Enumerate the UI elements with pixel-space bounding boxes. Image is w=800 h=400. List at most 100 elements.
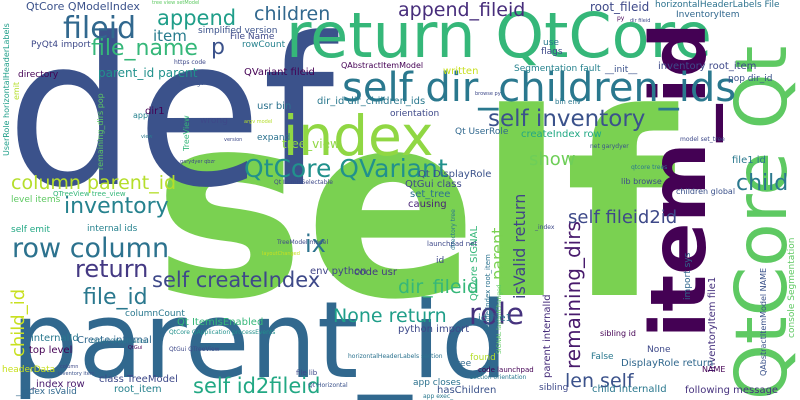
word-written: written bbox=[443, 66, 479, 77]
word-qtgui-class: QtGui class bbox=[405, 179, 462, 190]
word-index-row: _index row bbox=[31, 379, 85, 390]
word-inventory-item: inventory item bbox=[58, 371, 95, 377]
word-self-inventory: self inventory bbox=[488, 106, 646, 132]
word-browse-py: browse py bbox=[475, 91, 501, 97]
word-haschildren: hasChildren bbox=[437, 385, 497, 396]
word-self: self bbox=[153, 59, 677, 356]
word-wrong: wrong bbox=[200, 116, 228, 126]
word-root-fileid: root_fileid bbox=[590, 0, 650, 14]
word-use: use bbox=[543, 38, 559, 48]
word-userrole-horizontalheaderlabels: UserRole horizontalHeaderLabels bbox=[2, 23, 11, 156]
word-role: role bbox=[469, 297, 524, 331]
word-code-usr: code usr bbox=[354, 267, 397, 278]
word-treeview: TreeView bbox=[182, 115, 191, 151]
word-dir-id-dir-children-ids: dir_id dir_children_ids bbox=[317, 96, 426, 107]
word-following-message: following message bbox=[685, 385, 779, 396]
word-len-self: len self bbox=[565, 370, 634, 392]
word-self-emit: self emit bbox=[11, 225, 51, 235]
word-id: id bbox=[436, 256, 445, 266]
word-row-column: row column bbox=[12, 233, 170, 264]
word-code-launchpad: code launchpad bbox=[478, 366, 534, 374]
word-parent-id: parent_id bbox=[11, 279, 509, 400]
word-orientation: orientation bbox=[390, 109, 440, 119]
word-qt-itemisselectable: Qt ItemIsSelectable bbox=[274, 179, 333, 186]
word-directory-tree: directory tree bbox=[450, 209, 457, 250]
word-parent-internalid: parent internalId bbox=[542, 294, 553, 378]
word-parent: parent bbox=[488, 227, 507, 280]
word-remaining-dirs-pop: remaining_dirs pop bbox=[96, 93, 105, 170]
word-segmentation-fault: Segmentation fault bbox=[514, 64, 601, 74]
word-net-garydyer: net garydyer bbox=[590, 143, 629, 150]
word-none: None bbox=[647, 345, 671, 355]
word-python-import: python import bbox=[398, 324, 470, 335]
word-found: found bbox=[470, 353, 496, 363]
word-child-internalid: child internalId bbox=[592, 384, 667, 395]
word-append-fileid: append_fileid bbox=[398, 0, 526, 21]
word-emit: emit bbox=[12, 81, 21, 100]
word-index: index bbox=[283, 104, 434, 168]
word-qtcore-qvariant: QtCore QVariant bbox=[244, 154, 448, 183]
word-column-parent-id: column parent_id bbox=[11, 172, 177, 194]
word-sys-argv: sys argv bbox=[179, 80, 205, 87]
word-qvariant-fileid: QVariant fileid bbox=[244, 67, 315, 78]
word-root-item: root_item bbox=[114, 384, 162, 395]
word-console-segmentation: console Segmentation bbox=[787, 237, 797, 338]
word-displayrole-return: DisplayRole return bbox=[621, 358, 714, 369]
word-append: append bbox=[157, 6, 237, 30]
word-qtgui-qapplication: QtGui QApplication bbox=[91, 338, 149, 345]
word-parent-id-parent: parent_id parent bbox=[98, 66, 198, 80]
word-flags: flags bbox=[541, 47, 563, 57]
word-horizontalheaderlabels-file: horizontalHeaderLabels File bbox=[655, 0, 780, 10]
word-children-global: children global bbox=[676, 187, 736, 196]
word-expand: expand bbox=[257, 133, 291, 143]
word-self-createindex: self createIndex bbox=[152, 268, 321, 292]
word-qt-userrole: Qt UserRole bbox=[455, 127, 509, 137]
word-def: def bbox=[6, 0, 335, 233]
word-self-fileid2id: self fileid2id bbox=[568, 207, 678, 228]
word-inventory-root-item: inventory root_item bbox=[658, 61, 757, 72]
word-tree-view-setmodel: tree view setModel bbox=[152, 0, 200, 6]
word-children: children bbox=[254, 3, 331, 25]
word-show: show bbox=[529, 149, 576, 170]
word-self-id2fileid: self id2fileid bbox=[193, 374, 321, 398]
word-sibling: sibling bbox=[539, 383, 569, 393]
word-self-dir-children-ids: self dir_children_ids bbox=[342, 65, 737, 111]
word-child-id: child_id bbox=[8, 288, 29, 357]
word-remaining-dirs: remaining_dirs bbox=[561, 221, 585, 369]
word-index-2: _index bbox=[535, 224, 555, 231]
word-treemodel-model: TreeModel model bbox=[277, 239, 329, 246]
word-p: p bbox=[211, 35, 225, 60]
word-app-exec: app exec_ bbox=[423, 393, 454, 400]
word-none-return: None return bbox=[333, 305, 447, 327]
word-modelindex-root-item: ModelIndex root_item bbox=[484, 254, 492, 330]
word-child: child bbox=[736, 171, 789, 196]
word-columncount: columnCount bbox=[125, 309, 185, 319]
word-tree-view: tree_view bbox=[282, 137, 340, 151]
word-model-set-tree: model set_tree bbox=[680, 136, 725, 143]
word-signal-layoutchanged: SIGNAL layoutChanged bbox=[496, 284, 503, 354]
word-createindex-row: createIndex row bbox=[521, 129, 602, 140]
word-return: return bbox=[75, 255, 149, 283]
word-id-file1: id file1 bbox=[478, 313, 512, 324]
word-file-name-2: File Name bbox=[230, 32, 275, 42]
word-top-level: top level bbox=[29, 345, 73, 356]
word-isvalid-return: isValid return bbox=[510, 193, 529, 299]
word-simplified-version: simplified version bbox=[198, 26, 278, 36]
word-qtcore-qapplication-processevents: QtCore QApplication processEvents bbox=[169, 329, 276, 336]
word-internal-ids: internal ids bbox=[87, 224, 138, 234]
word-inventoryitem: InventoryItem bbox=[676, 10, 740, 20]
word-pyqt4-import: PyQt4 import bbox=[31, 40, 91, 50]
word-qtcore-qmodelindex: QtCore QModelIndex bbox=[26, 0, 140, 13]
word-sibling-id: sibling id bbox=[600, 329, 636, 338]
word-qtgui-qtreeview: QtGui QTreeView bbox=[169, 346, 220, 353]
word-file-id: file_id bbox=[83, 285, 148, 310]
word-qt-displayrole: Qt DisplayRole bbox=[418, 169, 492, 180]
word-causing: causing bbox=[408, 199, 447, 210]
word-false: False bbox=[591, 352, 614, 362]
word-create-internal: Create internal bbox=[77, 335, 152, 346]
word-level-items: level items bbox=[11, 195, 61, 205]
word-launchpad-net: launchpad net bbox=[427, 240, 478, 248]
word-env-python: env python bbox=[310, 266, 367, 277]
word-qtgui: QtGui bbox=[128, 345, 143, 351]
word-headerdata: headerData bbox=[2, 365, 56, 375]
